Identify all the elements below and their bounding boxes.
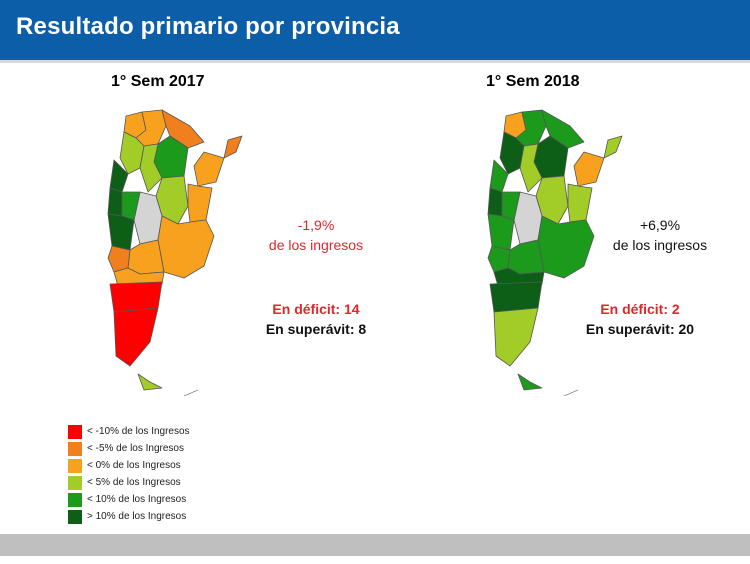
legend-label: < -10% de los Ingresos [87, 426, 190, 437]
legend-swatch [68, 424, 82, 439]
legend-item: < -10% de los Ingresos [68, 423, 190, 440]
legend-label: > 10% de los Ingresos [87, 511, 187, 522]
map-2017-surplus: En superávit: 8 [265, 321, 367, 337]
legend-label: < 0% de los Ingresos [87, 460, 181, 471]
legend-swatch [68, 475, 82, 490]
legend-label: < 10% de los Ingresos [87, 494, 187, 505]
slide-title: Resultado primario por provincia [16, 13, 400, 40]
map-2017-title: 1° Sem 2017 [111, 73, 205, 90]
legend-swatch [68, 492, 82, 507]
legend-item: > 10% de los Ingresos [68, 508, 190, 525]
map-2018-deficit: En déficit: 2 [600, 301, 680, 317]
map-2018 [487, 109, 623, 396]
slide-footer-bar [0, 534, 750, 556]
map-2017-deficit: En déficit: 14 [272, 301, 360, 317]
map-legend: < -10% de los Ingresos < -5% de los Ingr… [68, 423, 190, 525]
legend-item: < 0% de los Ingresos [68, 457, 190, 474]
map-2018-title: 1° Sem 2018 [486, 73, 580, 90]
header-divider [0, 60, 750, 63]
map-2017 [107, 109, 243, 396]
legend-swatch [68, 441, 82, 456]
map-2018-result-value: +6,9% [639, 217, 681, 233]
map-2018-result-label: de los ingresos [612, 237, 708, 253]
legend-swatch [68, 509, 82, 524]
legend-swatch [68, 458, 82, 473]
map-2017-result-value: -1,9% [297, 217, 335, 233]
legend-item: < 5% de los Ingresos [68, 474, 190, 491]
map-2017-result-label: de los ingresos [268, 237, 364, 253]
legend-label: < -5% de los Ingresos [87, 443, 184, 454]
legend-item: < 10% de los Ingresos [68, 491, 190, 508]
legend-item: < -5% de los Ingresos [68, 440, 190, 457]
slide-header: Resultado primario por provincia [0, 0, 750, 60]
map-2018-surplus: En superávit: 20 [585, 321, 695, 337]
legend-label: < 5% de los Ingresos [87, 477, 181, 488]
